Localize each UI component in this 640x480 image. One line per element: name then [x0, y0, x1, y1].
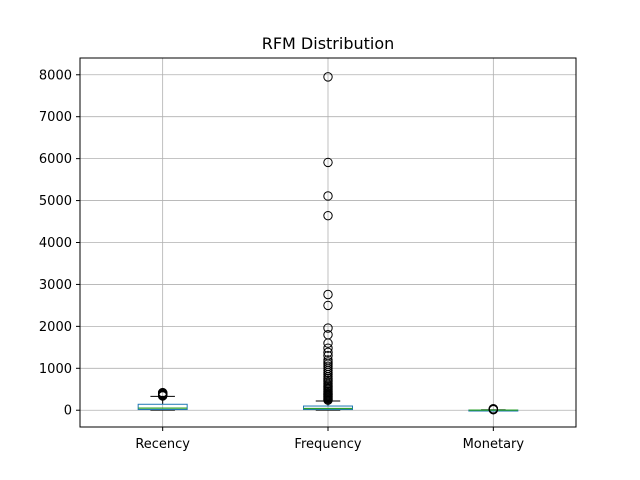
box-frequency — [303, 72, 353, 411]
y-tick-label: 0 — [64, 404, 72, 419]
outlier-point — [323, 210, 333, 221]
iqr-box — [137, 403, 188, 411]
outlier-point — [323, 323, 333, 333]
y-tick-label: 7000 — [39, 110, 72, 125]
outlier-point — [323, 72, 333, 82]
x-tick-label: Frequency — [294, 437, 361, 452]
outlier-point — [323, 289, 333, 300]
outlier-point — [323, 191, 333, 201]
outlier-point — [323, 330, 333, 340]
outlier-point — [323, 343, 333, 353]
axis-layer: 0 1000 2000 3000 4000 5000 6000 7000 8000 Recency… — [39, 68, 524, 452]
outlier-point — [323, 355, 333, 365]
y-tick-label: 1000 — [39, 362, 72, 377]
outlier-point — [488, 404, 499, 414]
y-tick-label: 4000 — [39, 236, 72, 251]
outlier-point — [323, 347, 333, 358]
plot-layer — [137, 72, 519, 415]
outlier-point — [323, 157, 333, 168]
y-tick-label: 6000 — [39, 152, 72, 167]
y-tick-label: 2000 — [39, 320, 72, 335]
outlier-point — [323, 300, 333, 311]
y-tick-label: 3000 — [39, 278, 72, 293]
x-tick-label: Recency — [135, 437, 190, 452]
iqr-box — [303, 405, 353, 411]
y-tick-label: 8000 — [39, 68, 72, 83]
box-recency — [137, 387, 188, 411]
outlier-point — [157, 387, 168, 398]
grid-layer — [80, 58, 576, 427]
x-tick-label: Monetary — [463, 437, 525, 452]
y-tick-label: 5000 — [39, 194, 72, 209]
box-monetary — [468, 404, 519, 415]
chart-title: RFM Distribution — [262, 34, 395, 53]
outlier-point — [323, 351, 333, 361]
